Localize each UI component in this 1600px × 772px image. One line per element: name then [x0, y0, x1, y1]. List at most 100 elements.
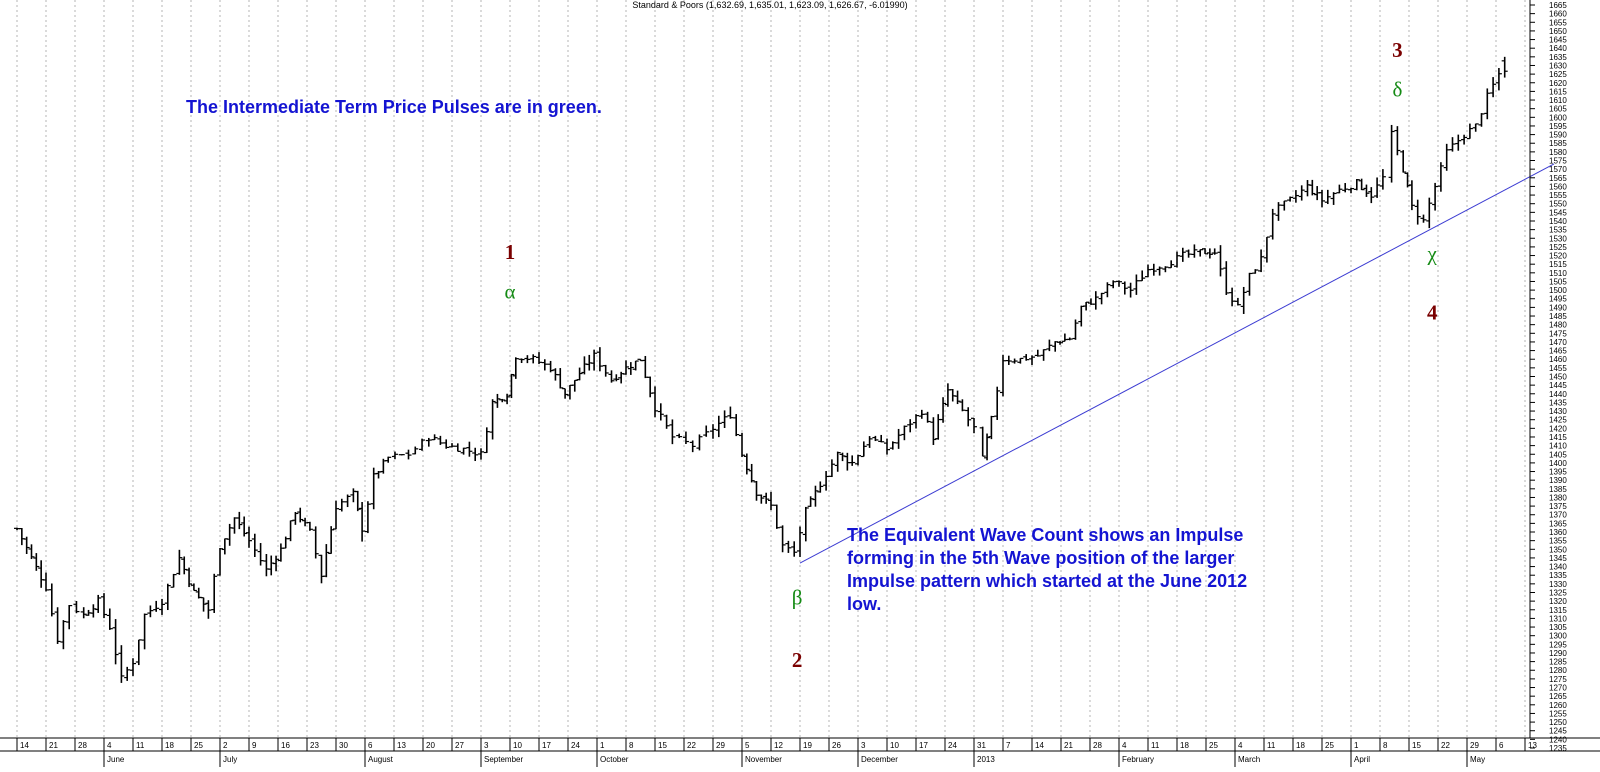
- y-tick-label: 1365: [1549, 519, 1567, 528]
- ohlc-bar: [1066, 337, 1073, 341]
- ohlc-bar: [689, 440, 696, 453]
- ohlc-bar: [483, 427, 490, 454]
- ohlc-bar: [1017, 357, 1024, 364]
- x-tick-label: 9: [252, 741, 257, 750]
- ohlc-bar: [60, 620, 67, 650]
- ohlc-bar: [443, 439, 450, 449]
- ohlc-bar: [802, 506, 809, 542]
- ohlc-bar: [508, 373, 515, 399]
- x-tick-label: 31: [977, 741, 986, 750]
- y-tick-label: 1590: [1549, 131, 1567, 140]
- x-tick-label: 18: [1296, 741, 1305, 750]
- ohlc-bar: [431, 434, 438, 441]
- y-tick-label: 1255: [1549, 709, 1567, 718]
- x-tick-label: 25: [1209, 741, 1218, 750]
- ohlc-bar: [1127, 282, 1134, 298]
- wave-count-note-line: low.: [847, 594, 881, 614]
- ohlc-bar: [472, 447, 479, 462]
- ohlc-bar: [1379, 169, 1386, 190]
- ohlc-bar: [273, 555, 280, 572]
- ohlc-bar: [1495, 68, 1502, 91]
- ohlc-bar: [872, 435, 879, 442]
- ohlc-bar: [652, 386, 658, 418]
- ohlc-bar: [1005, 355, 1012, 365]
- y-tick-label: 1530: [1549, 234, 1567, 243]
- ohlc-bar: [73, 600, 80, 614]
- y-tick-label: 1555: [1549, 191, 1567, 200]
- ohlc-bar: [994, 386, 1001, 420]
- month-label: February: [1122, 755, 1154, 764]
- ohlc-bar: [1197, 249, 1204, 257]
- y-tick-label: 1290: [1549, 649, 1567, 658]
- x-tick-label: 7: [1006, 741, 1011, 750]
- y-tick-label: 1650: [1549, 27, 1567, 36]
- ohlc-bar: [743, 453, 750, 475]
- x-tick-label: 5: [745, 741, 750, 750]
- y-tick-label: 1355: [1549, 537, 1567, 546]
- ohlc-bar: [1092, 291, 1099, 310]
- ohlc-bar: [1029, 355, 1035, 366]
- month-label: June: [107, 755, 125, 764]
- chart-title: Standard & Poors (1,632.69, 1,635.01, 1,…: [632, 0, 907, 10]
- ohlc-bar: [1229, 287, 1236, 307]
- ohlc-bar: [930, 417, 937, 445]
- y-tick-labels: 1235124012451250125512601265127012751280…: [1530, 1, 1567, 753]
- ohlc-bar: [834, 451, 841, 472]
- ohlc-bar: [1191, 244, 1198, 258]
- y-tick-label: 1585: [1549, 139, 1567, 148]
- ohlc-bar: [1011, 358, 1018, 364]
- y-tick-label: 1605: [1549, 105, 1567, 114]
- ohlc-bar: [312, 526, 319, 559]
- ohlc-bar: [895, 428, 902, 449]
- wave-count-note: The Equivalent Wave Count shows an Impul…: [847, 525, 1247, 614]
- ohlc-bar: [1179, 247, 1186, 262]
- ohlc-bar: [1449, 137, 1456, 152]
- y-tick-label: 1405: [1549, 450, 1567, 459]
- ohlc-bar: [1034, 349, 1041, 357]
- wave-count-note-line: The Equivalent Wave Count shows an Impul…: [847, 525, 1243, 545]
- ohlc-bar: [241, 516, 248, 537]
- y-tick-label: 1500: [1549, 286, 1567, 295]
- x-tick-label: 4: [1238, 741, 1243, 750]
- ohlc-bar: [489, 399, 496, 440]
- ohlc-bars: [14, 56, 1508, 683]
- ohlc-bar: [419, 438, 426, 451]
- month-label: August: [368, 755, 394, 764]
- ohlc-bar: [1472, 123, 1479, 132]
- ohlc-bar: [1174, 251, 1180, 268]
- x-tick-label: 1: [1354, 741, 1359, 750]
- ohlc-bar: [454, 443, 461, 452]
- ohlc-bar: [54, 607, 61, 644]
- wave-number-label: 2: [792, 648, 803, 672]
- y-tick-label: 1240: [1549, 735, 1567, 744]
- x-tick-label: 24: [571, 741, 580, 750]
- x-tick-label: 3: [861, 741, 866, 750]
- x-tick-label: 14: [1035, 741, 1044, 750]
- ohlc-bar: [306, 521, 313, 531]
- ohlc-bar: [425, 437, 432, 447]
- ohlc-bar: [657, 403, 664, 421]
- ohlc-bar: [23, 536, 30, 555]
- ohlc-bar: [1072, 319, 1079, 340]
- ohlc-bar: [576, 367, 583, 381]
- ohlc-bar: [28, 544, 35, 560]
- ohlc-bar: [1443, 143, 1450, 171]
- ohlc-bar: [703, 425, 710, 437]
- y-tick-label: 1570: [1549, 165, 1567, 174]
- x-tick-label: 25: [1325, 741, 1334, 750]
- y-tick-label: 1395: [1549, 468, 1567, 477]
- month-label: October: [600, 755, 629, 764]
- ohlc-bar: [1121, 281, 1128, 295]
- y-tick-label: 1625: [1549, 70, 1567, 79]
- ohlc-bar: [812, 485, 819, 507]
- pulse-label: δ: [1392, 78, 1402, 102]
- ohlc-bar: [965, 407, 972, 427]
- ohlc-bar: [739, 432, 745, 458]
- ohlc-bar: [940, 397, 947, 423]
- month-label: March: [1238, 755, 1260, 764]
- y-tick-label: 1260: [1549, 701, 1567, 710]
- y-tick-label: 1285: [1549, 658, 1567, 667]
- ohlc-bar: [1348, 187, 1354, 194]
- ohlc-bar: [205, 600, 212, 619]
